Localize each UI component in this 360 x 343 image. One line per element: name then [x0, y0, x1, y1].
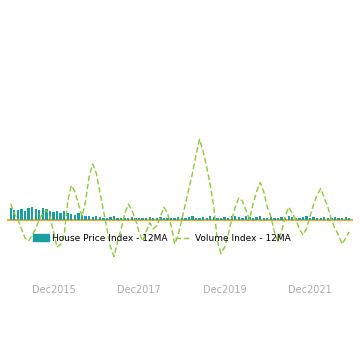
Bar	[38, 210, 40, 220]
Bar	[95, 216, 98, 220]
Bar	[70, 214, 72, 220]
Bar	[91, 217, 94, 220]
Bar	[166, 218, 169, 220]
Bar	[320, 218, 322, 220]
Bar	[131, 217, 133, 220]
Bar	[170, 218, 172, 220]
Bar	[113, 216, 115, 220]
Bar	[330, 218, 333, 220]
Bar	[216, 218, 219, 220]
Bar	[316, 218, 318, 220]
Bar	[27, 209, 30, 220]
Bar	[337, 218, 340, 220]
Bar	[63, 212, 66, 220]
Bar	[298, 218, 301, 220]
Bar	[220, 218, 222, 220]
Bar	[273, 218, 275, 220]
Bar	[134, 218, 137, 220]
Bar	[149, 217, 151, 220]
Bar	[312, 217, 315, 220]
Bar	[248, 217, 251, 220]
Bar	[294, 218, 297, 220]
Legend: House Price Index - 12MA, Volume Index - 12MA: House Price Index - 12MA, Volume Index -…	[29, 230, 294, 246]
Bar	[141, 218, 144, 220]
Bar	[99, 217, 101, 220]
Bar	[52, 212, 55, 220]
Bar	[31, 207, 33, 220]
Bar	[67, 213, 69, 220]
Bar	[284, 218, 286, 220]
Bar	[117, 218, 119, 220]
Bar	[13, 210, 15, 220]
Bar	[184, 218, 186, 220]
Bar	[106, 218, 108, 220]
Bar	[24, 211, 26, 220]
Bar	[238, 217, 240, 220]
Bar	[174, 218, 176, 220]
Bar	[59, 213, 62, 220]
Bar	[42, 208, 44, 220]
Bar	[302, 217, 304, 220]
Bar	[159, 217, 162, 220]
Bar	[127, 218, 130, 220]
Bar	[245, 216, 247, 220]
Bar	[223, 217, 226, 220]
Bar	[252, 218, 254, 220]
Bar	[345, 217, 347, 220]
Bar	[56, 212, 58, 220]
Bar	[206, 218, 208, 220]
Bar	[202, 217, 204, 220]
Bar	[17, 210, 19, 220]
Bar	[45, 209, 48, 220]
Bar	[188, 217, 190, 220]
Bar	[109, 217, 112, 220]
Bar	[334, 217, 336, 220]
Bar	[81, 215, 83, 220]
Bar	[323, 217, 325, 220]
Bar	[20, 209, 23, 220]
Bar	[241, 218, 243, 220]
Bar	[191, 216, 194, 220]
Bar	[120, 218, 122, 220]
Bar	[195, 218, 197, 220]
Bar	[209, 216, 211, 220]
Bar	[138, 218, 140, 220]
Bar	[309, 218, 311, 220]
Bar	[177, 217, 179, 220]
Bar	[181, 218, 183, 220]
Bar	[10, 209, 12, 220]
Bar	[198, 218, 201, 220]
Bar	[102, 218, 104, 220]
Bar	[156, 218, 158, 220]
Bar	[305, 216, 308, 220]
Bar	[163, 218, 165, 220]
Bar	[152, 218, 154, 220]
Bar	[88, 216, 90, 220]
Bar	[270, 217, 272, 220]
Bar	[85, 216, 87, 220]
Bar	[291, 217, 293, 220]
Bar	[262, 218, 265, 220]
Bar	[327, 218, 329, 220]
Bar	[234, 216, 237, 220]
Bar	[259, 216, 261, 220]
Bar	[77, 213, 80, 220]
Bar	[266, 218, 269, 220]
Bar	[213, 217, 215, 220]
Bar	[277, 218, 279, 220]
Bar	[230, 216, 233, 220]
Bar	[35, 209, 37, 220]
Bar	[348, 218, 350, 220]
Bar	[288, 216, 290, 220]
Bar	[256, 217, 258, 220]
Bar	[341, 218, 343, 220]
Bar	[280, 217, 283, 220]
Bar	[145, 218, 147, 220]
Bar	[74, 215, 76, 220]
Bar	[49, 211, 51, 220]
Bar	[227, 218, 229, 220]
Bar	[123, 218, 126, 220]
